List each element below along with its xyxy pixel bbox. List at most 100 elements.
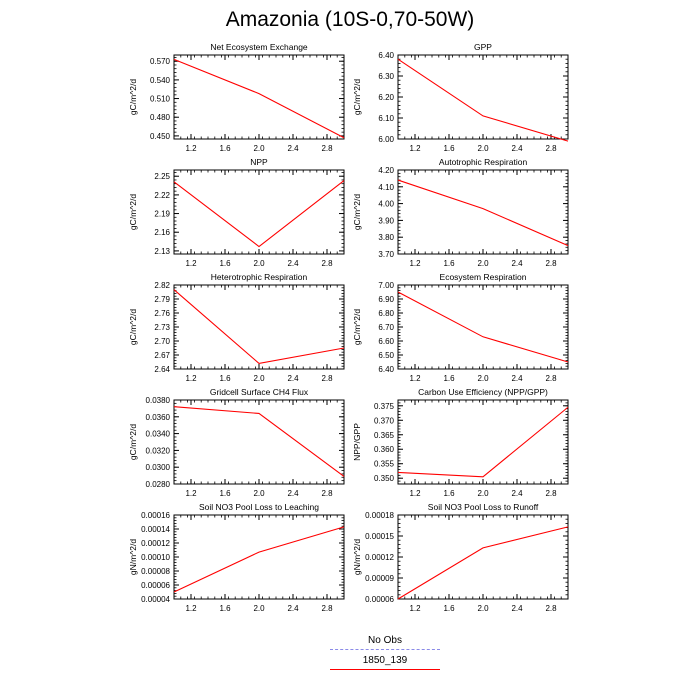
panel-5-ytick-label: 2.70 — [154, 337, 170, 346]
panel-5: Heterotrophic Respiration gC/m^2/d 2.64 2.6… — [128, 272, 345, 383]
panel-6-title: Ecosystem Respiration — [440, 272, 527, 282]
panel-4-ytick-label: 3.90 — [378, 216, 394, 225]
panel-5-xtick-label: 2.8 — [321, 374, 333, 383]
panel-9-xtick-label: 2.0 — [253, 604, 265, 613]
panel-2-ylabel: gC/m^2/d — [352, 79, 362, 115]
panel-2-frame — [397, 54, 569, 140]
panel-6-series-line — [397, 291, 569, 363]
panel-7-ytick-label: 0.0320 — [146, 446, 171, 455]
panel-6-xtick-label: 2.0 — [477, 374, 489, 383]
panel-10-title: Soil NO3 Pool Loss to Runoff — [428, 502, 539, 512]
panel-10-ytick-label: 0.00006 — [365, 595, 394, 604]
panel-6-ytick-label: 6.90 — [378, 295, 394, 304]
panel-9-xtick-label: 2.8 — [321, 604, 333, 613]
panel-4-xtick-label: 1.6 — [443, 259, 455, 268]
panel-9-ytick-label: 0.00008 — [141, 567, 170, 576]
panel-9-xtick-label: 1.6 — [219, 604, 231, 613]
panel-9-series-line — [173, 526, 345, 593]
panel-8-xtick-label: 1.2 — [409, 489, 421, 498]
panel-5-series-line — [173, 289, 345, 364]
panel-8-ytick-label: 0.365 — [374, 431, 395, 440]
panel-3-xtick-label: 2.0 — [253, 259, 265, 268]
panel-4-ylabel: gC/m^2/d — [352, 194, 362, 230]
panel-6-frame — [397, 284, 569, 370]
panel-9-ylabel: gN/m^2/d — [128, 539, 138, 575]
panel-5-ytick-label: 2.64 — [154, 365, 170, 374]
panel-5-xtick-label: 2.4 — [287, 374, 299, 383]
panel-3-ytick-label: 2.13 — [154, 247, 170, 256]
panel-6-ytick-label: 6.80 — [378, 309, 394, 318]
panel-5-ytick-label: 2.67 — [154, 351, 170, 360]
panel-2-ytick-label: 6.10 — [378, 114, 394, 123]
panel-8-frame — [397, 399, 569, 485]
panel-4-xtick-label: 1.2 — [409, 259, 421, 268]
panel-8-ytick-label: 0.360 — [374, 445, 395, 454]
panel-9-frame — [173, 514, 345, 600]
panel-6-xtick-label: 1.2 — [409, 374, 421, 383]
panel-5-xtick-label: 1.6 — [219, 374, 231, 383]
panel-8-xtick-label: 1.6 — [443, 489, 455, 498]
panel-10-xtick-label: 1.2 — [409, 604, 421, 613]
panel-3-title: NPP — [250, 157, 268, 167]
panel-7-ytick-label: 0.0300 — [146, 463, 171, 472]
panel-7-series-line — [173, 406, 345, 477]
panel-7-ytick-label: 0.0380 — [146, 396, 171, 405]
panel-7: Gridcell Surface CH4 Flux gC/m^2/d 0.0280 0… — [128, 387, 345, 498]
legend-label-1850-139: 1850_139 — [362, 655, 408, 666]
panel-7-xtick-label: 1.6 — [219, 489, 231, 498]
legend: No Obs 1850_139 — [330, 635, 440, 675]
panel-4-frame — [397, 169, 569, 255]
panel-1-ytick-label: 0.540 — [150, 76, 171, 85]
panel-4: Autotrophic Respiration gC/m^2/d 3.70 3.80 3… — [352, 157, 569, 268]
panel-10-ylabel: gN/m^2/d — [352, 539, 362, 575]
panel-5-ytick-label: 2.79 — [154, 295, 170, 304]
panel-4-title: Autotrophic Respiration — [439, 157, 528, 167]
panel-4-ytick-label: 4.10 — [378, 183, 394, 192]
panel-10-ytick-label: 0.00009 — [365, 574, 394, 583]
panel-8-ytick-label: 0.370 — [374, 416, 395, 425]
panel-1-ytick-label: 0.480 — [150, 113, 171, 122]
panel-2-ytick-label: 6.30 — [378, 72, 394, 81]
panel-2-series-line — [397, 58, 569, 142]
panel-5-title: Heterotrophic Respiration — [211, 272, 308, 282]
panel-3-xtick-label: 1.6 — [219, 259, 231, 268]
panel-5-ytick-label: 2.82 — [154, 281, 170, 290]
panel-3-ytick-label: 2.19 — [154, 210, 170, 219]
panel-9-title: Soil NO3 Pool Loss to Leaching — [199, 502, 319, 512]
panel-8-title: Carbon Use Efficiency (NPP/GPP) — [418, 387, 548, 397]
panel-7-xtick-label: 2.4 — [287, 489, 299, 498]
panel-7-xtick-label: 2.8 — [321, 489, 333, 498]
panel-8-ytick-label: 0.375 — [374, 402, 395, 411]
panel-7-xtick-label: 2.0 — [253, 489, 265, 498]
panel-1-ytick-label: 0.450 — [150, 132, 171, 141]
panel-4-ytick-label: 4.20 — [378, 166, 394, 175]
panel-6-ytick-label: 6.70 — [378, 323, 394, 332]
panel-1-xtick-label: 1.6 — [219, 144, 231, 153]
panel-3-ytick-label: 2.16 — [154, 228, 170, 237]
panel-3-ytick-label: 2.25 — [154, 172, 170, 181]
panel-10-xtick-label: 2.0 — [477, 604, 489, 613]
panel-1-ytick-label: 0.570 — [150, 57, 171, 66]
legend-label-no-obs: No Obs — [368, 635, 402, 646]
panel-3-xtick-label: 1.2 — [185, 259, 197, 268]
panel-5-frame — [173, 284, 345, 370]
panel-2-title: GPP — [474, 42, 492, 52]
panel-9-ytick-label: 0.00014 — [141, 525, 170, 534]
panel-9-ytick-label: 0.00010 — [141, 553, 170, 562]
panel-4-ytick-label: 3.70 — [378, 250, 394, 259]
panel-4-xtick-label: 2.0 — [477, 259, 489, 268]
legend-line-no-obs — [330, 649, 440, 650]
panel-2-xtick-label: 2.0 — [477, 144, 489, 153]
panel-1-xtick-label: 2.8 — [321, 144, 333, 153]
panel-9-ytick-label: 0.00006 — [141, 581, 170, 590]
panel-10-xtick-label: 2.8 — [545, 604, 557, 613]
panel-1-xtick-label: 2.4 — [287, 144, 299, 153]
panel-6-ylabel: gC/m^2/d — [352, 309, 362, 345]
panel-6-ytick-label: 7.00 — [378, 281, 394, 290]
panel-5-ytick-label: 2.76 — [154, 309, 170, 318]
panel-1-xtick-label: 2.0 — [253, 144, 265, 153]
panel-9-ytick-label: 0.00016 — [141, 511, 170, 520]
panel-9-xtick-label: 1.2 — [185, 604, 197, 613]
panel-8-xtick-label: 2.0 — [477, 489, 489, 498]
